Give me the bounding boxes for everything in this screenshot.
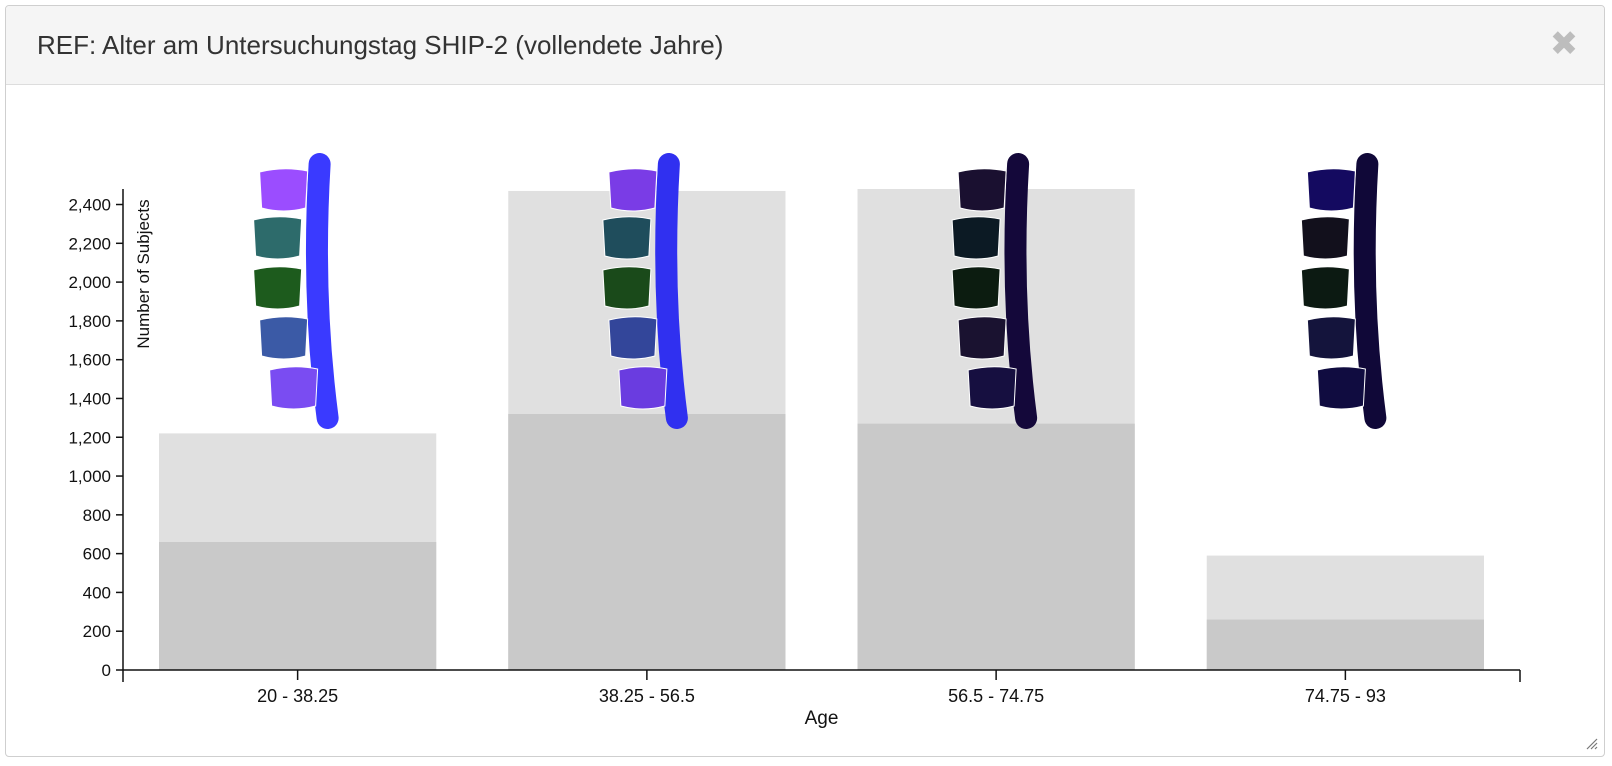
dialog-title: REF: Alter am Untersuchungstag SHIP-2 (v… bbox=[37, 30, 724, 60]
chart-dialog: REF: Alter am Untersuchungstag SHIP-2 (v… bbox=[5, 5, 1605, 757]
vertebra-3-1 bbox=[1300, 216, 1350, 260]
vertebra-0-2 bbox=[253, 266, 303, 310]
vertebra-1-4 bbox=[618, 366, 668, 410]
y-tick-label-10: 2,000 bbox=[68, 273, 111, 292]
y-tick-label-11: 2,200 bbox=[68, 234, 111, 253]
y-tick-label-6: 1,200 bbox=[68, 428, 111, 447]
vertebra-3-0 bbox=[1306, 168, 1356, 212]
bar-subset-3 bbox=[1206, 619, 1484, 670]
spine-disc-0 bbox=[305, 153, 339, 429]
vertebra-0-3 bbox=[259, 316, 309, 360]
spine-icon bbox=[1300, 153, 1387, 429]
y-tick-label-8: 1,600 bbox=[68, 351, 111, 370]
y-tick-label-9: 1,800 bbox=[68, 312, 111, 331]
x-tick-label-1: 38.25 - 56.5 bbox=[599, 686, 695, 706]
bars-layer bbox=[159, 189, 1484, 670]
vertebra-1-2 bbox=[602, 266, 652, 310]
x-tick-label-0: 20 - 38.25 bbox=[257, 686, 338, 706]
vertebra-2-3 bbox=[957, 316, 1007, 360]
histogram-chart: 0 200 400 600 800 1,000 1,200 1,400 1,600 1,800 2,… bbox=[68, 153, 1521, 729]
bar-subset-1 bbox=[508, 413, 786, 670]
y-tick-label-4: 800 bbox=[83, 506, 111, 525]
vertebra-1-1 bbox=[602, 216, 652, 260]
vertebra-3-2 bbox=[1300, 266, 1350, 310]
y-tick-label-2: 400 bbox=[83, 583, 111, 602]
y-tick-label-1: 200 bbox=[83, 622, 111, 641]
y-tick-label-12: 2,400 bbox=[68, 196, 111, 215]
y-tick-label-5: 1,000 bbox=[68, 467, 111, 486]
spine-disc-3 bbox=[1353, 153, 1387, 429]
vertebra-1-3 bbox=[608, 316, 658, 360]
y-tick-label-3: 600 bbox=[83, 545, 111, 564]
glyph-layer bbox=[253, 153, 1387, 429]
bar-subset-0 bbox=[159, 541, 437, 670]
vertebra-2-1 bbox=[951, 216, 1001, 260]
close-icon[interactable]: ✖ bbox=[1549, 24, 1579, 64]
spine-icon bbox=[253, 153, 339, 429]
y-tick-label-0: 0 bbox=[102, 661, 111, 680]
vertebra-3-3 bbox=[1306, 316, 1356, 360]
resize-handle-icon[interactable] bbox=[1584, 736, 1598, 750]
y-axis-label: Number of Subjects bbox=[134, 199, 153, 348]
y-tick-label-7: 1,400 bbox=[68, 389, 111, 408]
vertebra-2-2 bbox=[951, 266, 1001, 310]
dialog-header: REF: Alter am Untersuchungstag SHIP-2 (v… bbox=[6, 6, 1604, 85]
vertebra-0-4 bbox=[269, 366, 319, 410]
spine-disc-2 bbox=[1004, 153, 1038, 429]
vertebra-1-0 bbox=[608, 168, 658, 212]
x-axis-label: Age bbox=[805, 708, 839, 729]
spine-disc-1 bbox=[655, 153, 688, 429]
vertebra-3-4 bbox=[1316, 366, 1366, 410]
spine-icon bbox=[602, 153, 688, 429]
bar-subset-2 bbox=[857, 423, 1135, 670]
axis-layer: 0 200 400 600 800 1,000 1,200 1,400 1,600 1,800 2,… bbox=[68, 189, 1521, 706]
vertebra-2-4 bbox=[967, 366, 1017, 410]
x-tick-label-2: 56.5 - 74.75 bbox=[948, 686, 1044, 706]
vertebra-2-0 bbox=[957, 168, 1007, 212]
vertebra-0-0 bbox=[259, 168, 309, 212]
spine-icon bbox=[951, 153, 1038, 429]
vertebra-0-1 bbox=[253, 216, 303, 260]
x-tick-label-3: 74.75 - 93 bbox=[1305, 686, 1386, 706]
